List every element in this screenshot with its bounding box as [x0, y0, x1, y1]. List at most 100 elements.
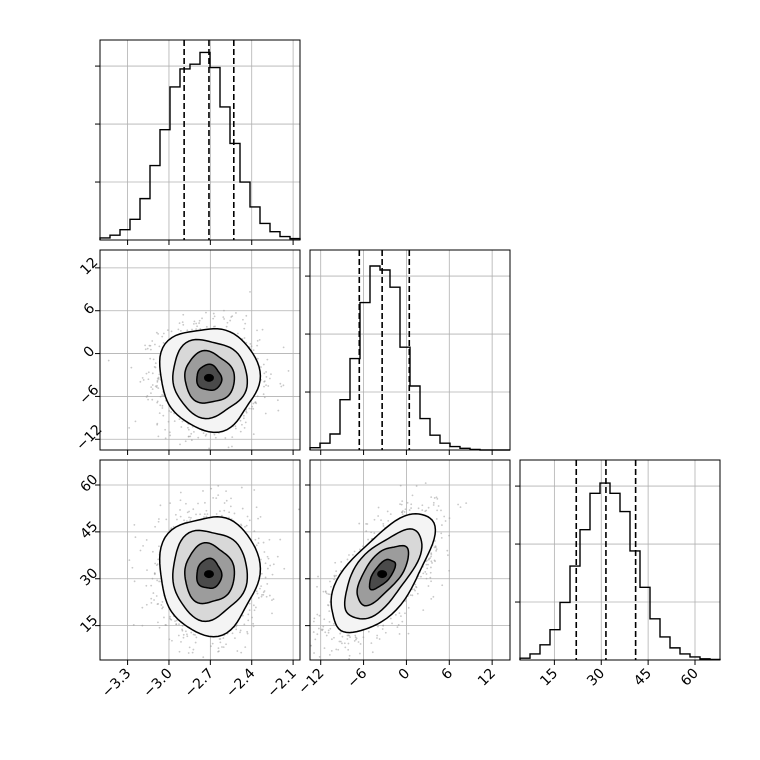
scatter-point [359, 643, 362, 645]
scatter-point [242, 318, 244, 321]
scatter-point [415, 585, 417, 588]
scatter-point [187, 426, 189, 429]
scatter-point [180, 640, 182, 643]
scatter-point [235, 628, 238, 631]
scatter-point [163, 616, 165, 619]
histogram-panel: 15 30 45 60 [515, 459, 721, 690]
scatter-point [266, 358, 269, 361]
scatter-point [157, 376, 160, 379]
scatter-point [429, 576, 432, 579]
scatter-point [330, 585, 332, 588]
scatter-point [425, 509, 428, 512]
scatter-point [141, 377, 144, 379]
scatter-point [429, 557, 431, 559]
density-peak [203, 373, 214, 382]
scatter-point [201, 317, 203, 320]
x-tick-label: −3.3 [99, 666, 134, 701]
scatter-point [373, 518, 376, 521]
scatter-point [151, 384, 154, 386]
scatter-point [154, 385, 157, 388]
scatter-point [348, 657, 350, 660]
scatter-point [245, 314, 248, 317]
scatter-point [370, 642, 373, 645]
scatter-point [256, 592, 259, 595]
scatter-point [234, 427, 237, 430]
scatter-point [218, 638, 221, 640]
scatter-point [267, 385, 270, 387]
x-tick-label: 6 [438, 665, 456, 683]
scatter-point [376, 637, 378, 639]
y-tick-label: −6 [76, 382, 102, 408]
scatter-point [241, 507, 244, 510]
panel-frame [309, 249, 511, 451]
scatter-point [398, 612, 401, 615]
scatter-point [400, 503, 403, 506]
scatter-point [179, 515, 182, 518]
x-tick-label: −2.7 [182, 666, 217, 701]
scatter-point [246, 630, 249, 633]
scatter-point [427, 563, 429, 566]
scatter-point [245, 410, 248, 413]
scatter-point [256, 395, 259, 398]
panel-content [306, 482, 468, 660]
scatter-point [241, 614, 244, 617]
scatter-point [306, 622, 308, 624]
scatter-point [192, 322, 195, 325]
scatter-point [263, 396, 266, 399]
x-tick-label: 15 [537, 666, 561, 690]
scatter-point [333, 636, 335, 639]
scatter-point [195, 322, 198, 325]
scatter-point [222, 637, 225, 639]
scatter-point [313, 652, 315, 654]
scatter-point [233, 512, 236, 515]
scatter-point [142, 379, 145, 381]
scatter-point [173, 420, 176, 423]
scatter-point [133, 523, 136, 526]
scatter-point [432, 504, 435, 506]
scatter-point [223, 509, 226, 512]
scatter-point [236, 332, 239, 335]
scatter-point [355, 637, 358, 640]
scatter-point [263, 590, 266, 592]
scatter-point [147, 378, 150, 381]
scatter-point [252, 407, 255, 410]
scatter-point [186, 329, 189, 332]
scatter-point [256, 357, 259, 360]
y-tick-label: 60 [77, 472, 101, 496]
scatter-point [161, 394, 163, 396]
scatter-point [441, 524, 443, 526]
scatter-point [253, 530, 256, 533]
panel-frame [519, 459, 721, 661]
scatter-point [181, 321, 184, 324]
scatter-point [157, 520, 160, 523]
scatter-point [236, 650, 239, 652]
scatter-point [259, 515, 262, 518]
scatter-point [327, 604, 329, 606]
scatter-point [149, 357, 152, 360]
scatter-point [179, 509, 181, 511]
scatter-point [176, 518, 178, 521]
scatter-point [382, 525, 385, 527]
panel-background [100, 40, 300, 240]
scatter-point [457, 503, 459, 506]
scatter-point [265, 384, 267, 387]
scatter-point [373, 532, 376, 535]
scatter-point [195, 513, 197, 516]
scatter-point [188, 646, 191, 649]
scatter-point [161, 404, 164, 407]
scatter-point [189, 435, 192, 438]
scatter-point [339, 632, 342, 635]
scatter-point [221, 646, 223, 648]
scatter-point [316, 585, 318, 588]
scatter-point [248, 609, 251, 612]
scatter-point [241, 423, 243, 426]
scatter-point [404, 508, 407, 511]
scatter-point [432, 595, 435, 598]
y-tick-label: 6 [81, 300, 99, 318]
scatter-point [433, 497, 436, 499]
scatter-point [182, 636, 185, 639]
scatter-point [152, 592, 155, 594]
scatter-point [424, 482, 427, 485]
scatter-point [234, 425, 237, 428]
x-tick-label: 0 [396, 666, 414, 684]
